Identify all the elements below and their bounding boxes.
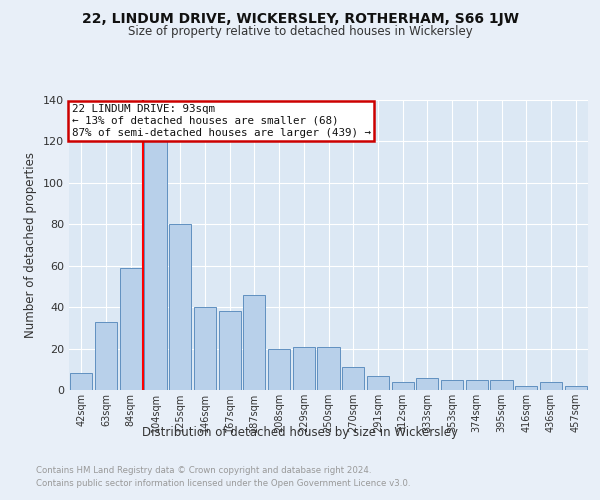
Bar [293,346,315,390]
Bar [367,376,389,390]
Bar [317,346,340,390]
Bar [565,386,587,390]
Text: Distribution of detached houses by size in Wickersley: Distribution of detached houses by size … [142,426,458,439]
Text: Contains public sector information licensed under the Open Government Licence v3: Contains public sector information licen… [36,479,410,488]
Text: 22 LINDUM DRIVE: 93sqm
← 13% of detached houses are smaller (68)
87% of semi-det: 22 LINDUM DRIVE: 93sqm ← 13% of detached… [71,104,371,138]
Text: 22, LINDUM DRIVE, WICKERSLEY, ROTHERHAM, S66 1JW: 22, LINDUM DRIVE, WICKERSLEY, ROTHERHAM,… [82,12,518,26]
Bar [342,367,364,390]
Bar [218,312,241,390]
Bar [490,380,512,390]
Bar [515,386,538,390]
Bar [268,348,290,390]
Bar [145,127,167,390]
Y-axis label: Number of detached properties: Number of detached properties [25,152,37,338]
Bar [540,382,562,390]
Bar [416,378,439,390]
Bar [441,380,463,390]
Bar [466,380,488,390]
Text: Size of property relative to detached houses in Wickersley: Size of property relative to detached ho… [128,25,472,38]
Bar [169,224,191,390]
Bar [119,268,142,390]
Bar [95,322,117,390]
Text: Contains HM Land Registry data © Crown copyright and database right 2024.: Contains HM Land Registry data © Crown c… [36,466,371,475]
Bar [392,382,414,390]
Bar [70,374,92,390]
Bar [243,294,265,390]
Bar [194,307,216,390]
